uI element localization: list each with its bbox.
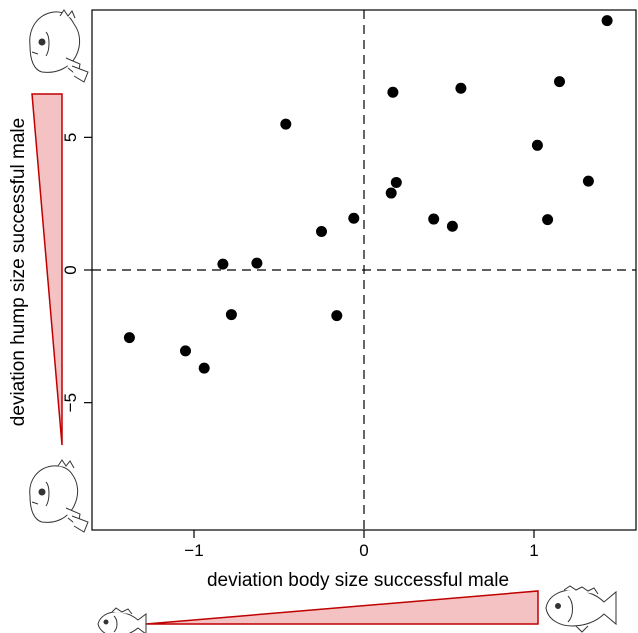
hump-size-wedge xyxy=(31,93,63,446)
data-point xyxy=(387,86,399,98)
y-axis-ticks: −5 0 5 xyxy=(61,133,92,412)
x-axis-label: deviation body size successful male xyxy=(207,570,509,591)
fish-small-body-icon xyxy=(97,607,147,633)
data-point xyxy=(180,345,191,357)
data-point xyxy=(251,257,263,269)
x-axis-ticks: −1 0 1 xyxy=(184,530,539,560)
data-point xyxy=(348,212,360,224)
data-point xyxy=(601,15,613,27)
data-point xyxy=(280,118,292,130)
data-point xyxy=(385,187,397,199)
fish-large-body-icon xyxy=(545,585,617,633)
data-point xyxy=(225,309,237,321)
data-point xyxy=(316,226,327,238)
data-point xyxy=(531,139,543,151)
fish-large-hump-icon xyxy=(29,9,89,83)
data-point xyxy=(331,310,343,322)
data-point xyxy=(123,332,135,344)
x-tick-label: 1 xyxy=(529,541,538,560)
data-point xyxy=(198,362,210,374)
y-tick-label: −5 xyxy=(61,393,80,412)
y-tick-label: 0 xyxy=(61,265,80,274)
data-point xyxy=(582,175,594,187)
data-point xyxy=(428,213,440,225)
data-point xyxy=(542,214,554,226)
data-point xyxy=(455,82,467,94)
data-point xyxy=(446,220,458,232)
data-point xyxy=(217,258,229,270)
data-points xyxy=(123,15,613,374)
y-tick-label: 5 xyxy=(61,133,80,142)
data-point xyxy=(390,176,402,188)
x-tick-label: 0 xyxy=(359,541,368,560)
data-point xyxy=(554,76,565,88)
fish-small-hump-icon xyxy=(29,459,89,533)
y-axis-label: deviation hump size successful male xyxy=(8,118,29,426)
body-size-wedge xyxy=(145,590,539,625)
x-tick-label: −1 xyxy=(184,541,203,560)
